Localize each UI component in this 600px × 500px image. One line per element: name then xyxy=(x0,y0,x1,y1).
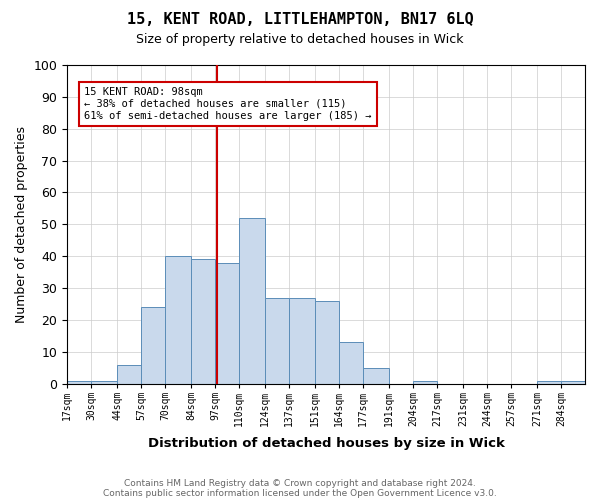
Bar xyxy=(363,368,389,384)
Y-axis label: Number of detached properties: Number of detached properties xyxy=(15,126,28,323)
Bar xyxy=(413,380,437,384)
X-axis label: Distribution of detached houses by size in Wick: Distribution of detached houses by size … xyxy=(148,437,505,450)
Text: Contains public sector information licensed under the Open Government Licence v3: Contains public sector information licen… xyxy=(103,488,497,498)
Bar xyxy=(339,342,363,384)
Bar xyxy=(191,260,215,384)
Text: 15, KENT ROAD, LITTLEHAMPTON, BN17 6LQ: 15, KENT ROAD, LITTLEHAMPTON, BN17 6LQ xyxy=(127,12,473,28)
Text: 15 KENT ROAD: 98sqm
← 38% of detached houses are smaller (115)
61% of semi-detac: 15 KENT ROAD: 98sqm ← 38% of detached ho… xyxy=(84,88,371,120)
Text: Contains HM Land Registry data © Crown copyright and database right 2024.: Contains HM Land Registry data © Crown c… xyxy=(124,478,476,488)
Bar xyxy=(289,298,315,384)
Bar xyxy=(215,262,239,384)
Bar xyxy=(165,256,191,384)
Bar xyxy=(117,364,141,384)
Bar xyxy=(315,301,339,384)
Bar xyxy=(91,380,117,384)
Bar xyxy=(239,218,265,384)
Bar xyxy=(265,298,289,384)
Bar xyxy=(537,380,561,384)
Text: Size of property relative to detached houses in Wick: Size of property relative to detached ho… xyxy=(136,32,464,46)
Bar xyxy=(67,380,91,384)
Bar xyxy=(561,380,585,384)
Bar xyxy=(141,307,165,384)
